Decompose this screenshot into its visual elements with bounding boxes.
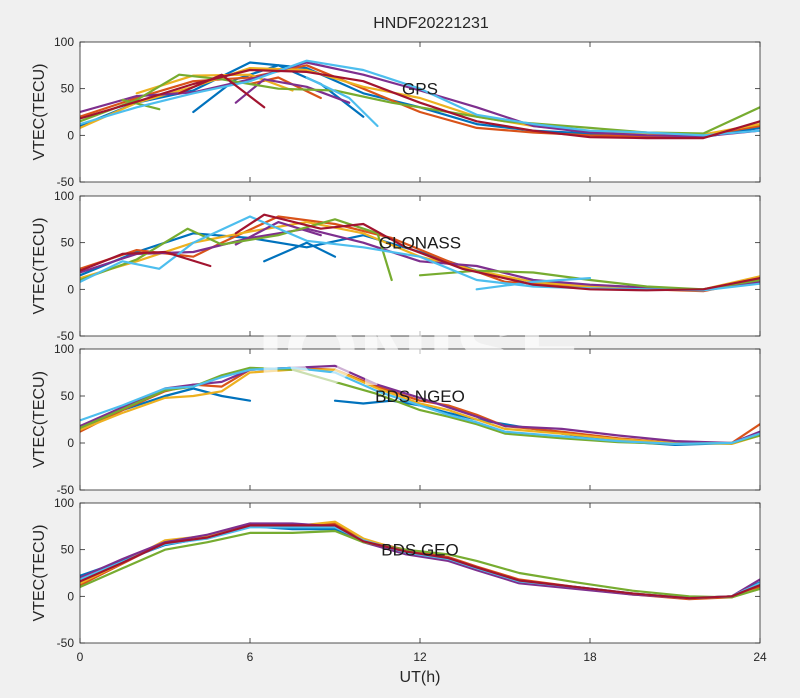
y-axis-label-gps: VTEC(TECU) (31, 64, 48, 161)
y-tick-label-bds-geo-3: 100 (54, 496, 74, 510)
y-tick-label-glonass-2: 50 (61, 236, 75, 250)
series-line-gps-5-0 (80, 59, 760, 137)
y-tick-label-glonass-1: 0 (67, 282, 74, 296)
y-tick-label-bds-ngeo-0: -50 (57, 483, 75, 497)
x-tick-label-1: 6 (247, 650, 254, 664)
series-line-gps-4-1 (121, 98, 161, 111)
series-line-bds-ngeo-3-0 (80, 364, 760, 445)
x-tick-label-0: 0 (77, 650, 84, 664)
series-group-bds-geo (80, 520, 760, 601)
series-line-glonass-3-1 (234, 221, 322, 246)
series-line-glonass-6-1 (234, 213, 760, 292)
y-tick-label-gps-2: 50 (61, 82, 75, 96)
panel-gps: -50 0 50 100 VTEC(TECU) GPS (31, 35, 761, 189)
y-tick-label-bds-ngeo-3: 100 (54, 342, 74, 356)
series-line-bds-geo-4-0 (80, 529, 760, 599)
y-axis-label-glonass: VTEC(TECU) (31, 218, 48, 315)
y-tick-label-bds-ngeo-2: 50 (61, 389, 75, 403)
series-line-glonass-6-0 (80, 250, 212, 272)
y-tick-label-gps-3: 100 (54, 35, 74, 49)
y-tick-label-bds-geo-0: -50 (57, 636, 75, 650)
y-tick-label-gps-0: -50 (57, 175, 75, 189)
series-group-gps (80, 59, 760, 140)
plot-area-bds-geo (80, 503, 760, 643)
series-line-gps-6-1 (178, 73, 266, 109)
series-line-gps-0-1 (192, 64, 365, 118)
series-line-gps-6-0 (80, 68, 760, 140)
x-tick-label-2: 12 (413, 650, 427, 664)
series-group-glonass (80, 213, 760, 293)
series-line-gps-3-1 (234, 78, 351, 104)
panel-bds-ngeo: -50 0 50 100 VTEC(TECU) BDS NGEO (31, 342, 761, 497)
panel-glonass: -50 0 50 100 VTEC(TECU) GLONASS (31, 189, 761, 343)
series-line-bds-ngeo-2-0 (80, 368, 760, 445)
y-axis-label-bds-geo: VTEC(TECU) (31, 525, 48, 622)
watermark: IONISE (257, 299, 582, 406)
series-line-glonass-5-1 (475, 277, 592, 291)
plot-area-bds-ngeo (80, 349, 760, 490)
x-axis-label: UT(h) (400, 669, 441, 686)
panel-label-glonass: GLONASS (379, 234, 461, 253)
series-line-bds-geo-6-0 (80, 524, 760, 600)
panel-label-bds-geo: BDS GEO (381, 541, 458, 560)
series-line-glonass-4-0 (80, 218, 393, 282)
x-tick-label-4: 24 (753, 650, 767, 664)
x-tick-label-3: 18 (583, 650, 597, 664)
series-group-bds-ngeo (80, 364, 760, 446)
series-line-gps-5-1 (305, 76, 379, 128)
series-line-bds-ngeo-5-0 (80, 366, 760, 445)
y-tick-label-bds-geo-1: 0 (67, 589, 74, 603)
y-tick-label-glonass-0: -50 (57, 329, 75, 343)
series-line-glonass-0-1 (263, 241, 337, 263)
y-tick-label-gps-1: 0 (67, 128, 74, 142)
y-tick-label-glonass-3: 100 (54, 189, 74, 203)
panel-label-gps: GPS (402, 80, 438, 99)
panel-label-bds-ngeo: BDS NGEO (375, 387, 465, 406)
y-tick-label-bds-ngeo-1: 0 (67, 436, 74, 450)
figure-title: HNDF20221231 (373, 15, 489, 32)
plot-area-glonass (80, 196, 760, 336)
y-tick-label-bds-geo-2: 50 (61, 543, 75, 557)
y-axis-label-bds-ngeo: VTEC(TECU) (31, 371, 48, 468)
